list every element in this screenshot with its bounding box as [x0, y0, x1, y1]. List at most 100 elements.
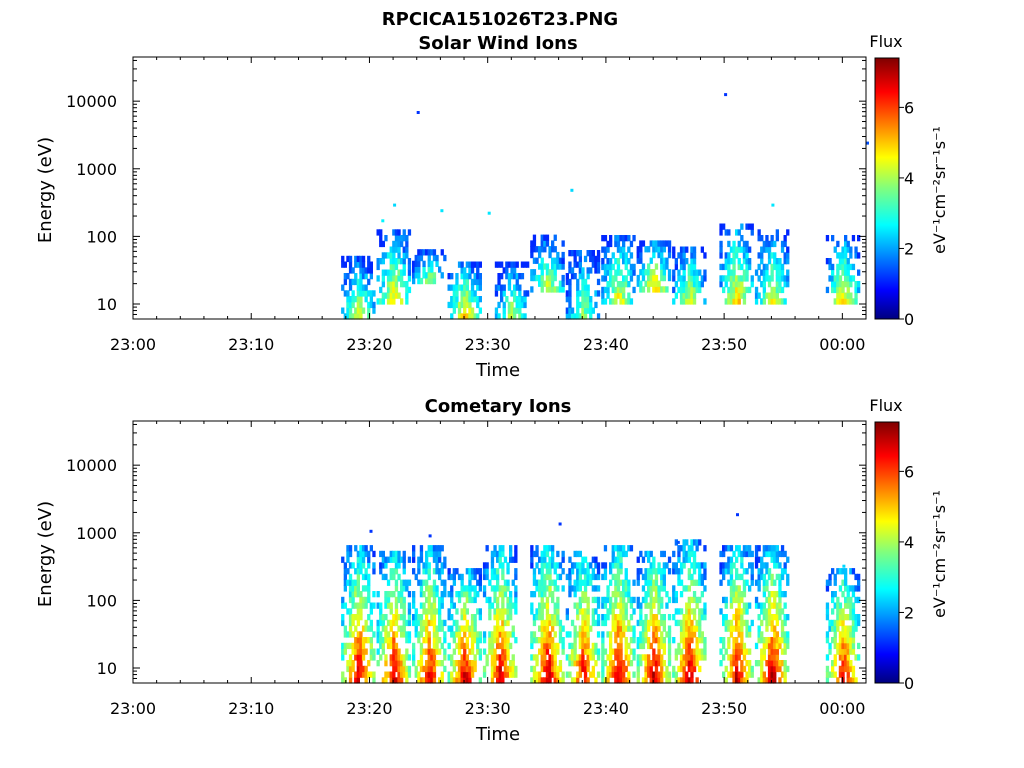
heatmap-cell	[400, 579, 404, 586]
heatmap-cell	[619, 568, 623, 575]
heatmap-cell	[435, 608, 439, 615]
heatmap-cell	[468, 301, 472, 309]
heatmap-cell	[657, 562, 661, 569]
heatmap-cell	[722, 550, 726, 558]
y-tick-label: 100	[86, 591, 117, 610]
heatmap-cell	[695, 648, 699, 655]
heatmap-cell	[397, 591, 401, 598]
heatmap-cell	[506, 596, 510, 604]
heatmap-cell	[748, 258, 752, 265]
heatmap-cell	[754, 545, 759, 552]
heatmap-cell	[432, 254, 437, 262]
heatmap-cell	[603, 660, 608, 667]
heatmap-cell	[586, 602, 590, 609]
heatmap-cell	[460, 573, 464, 581]
heatmap-cell	[679, 591, 684, 598]
heatmap-cell	[394, 258, 399, 265]
heatmap-cell	[649, 614, 653, 621]
heatmap-cell	[570, 677, 575, 684]
heatmap-cell	[473, 654, 477, 661]
heatmap-cell	[526, 290, 530, 297]
heatmap-cell	[463, 608, 467, 615]
heatmap-cell	[687, 573, 691, 581]
heatmap-cell	[833, 619, 837, 627]
heatmap-cell	[690, 539, 694, 546]
heatmap-cell	[750, 573, 754, 581]
heatmap-cell	[482, 562, 487, 569]
heatmap-cell	[698, 286, 702, 294]
heatmap-cell	[568, 290, 572, 297]
heatmap-cell	[372, 307, 376, 314]
heatmap-cell	[632, 631, 636, 638]
heatmap-cell	[473, 585, 477, 592]
heatmap-cell	[687, 677, 691, 684]
heatmap-cell	[601, 665, 605, 673]
heatmap-cell	[851, 614, 856, 621]
heatmap-cell	[520, 301, 525, 309]
heatmap-cell	[624, 298, 628, 305]
heatmap-cell	[667, 274, 672, 282]
heatmap-cell	[553, 660, 557, 667]
heatmap-cell	[530, 246, 534, 253]
heatmap-cell	[654, 677, 659, 684]
heatmap-cell	[493, 660, 497, 667]
heatmap-cell	[417, 637, 421, 644]
heatmap-cell	[540, 642, 544, 650]
heatmap-cell	[432, 654, 437, 661]
heatmap-cell	[773, 631, 777, 638]
colorbar-unit-label: eV⁻¹cm⁻²sr⁻¹s⁻¹	[930, 126, 949, 254]
heatmap-cell	[841, 281, 845, 288]
heatmap-cell	[745, 660, 749, 667]
heatmap-cell	[698, 573, 702, 581]
heatmap-cell	[452, 301, 456, 309]
heatmap-cell	[419, 665, 424, 673]
data-point	[381, 219, 385, 223]
heatmap-cell	[493, 671, 497, 678]
heatmap-cell	[468, 596, 472, 604]
heatmap-cell	[543, 654, 547, 661]
heatmap-cell	[565, 296, 569, 303]
heatmap-cell	[770, 579, 774, 586]
heatmap-cell	[520, 313, 525, 320]
heatmap-cell	[629, 263, 634, 271]
heatmap-cell	[641, 596, 646, 604]
heatmap-cell	[783, 568, 787, 575]
heatmap-cell	[660, 671, 664, 678]
heatmap-cell	[665, 263, 669, 270]
heatmap-cell	[553, 602, 557, 609]
heatmap-cell	[412, 660, 416, 667]
heatmap-cell	[407, 614, 412, 621]
heatmap-cell	[662, 625, 666, 632]
heatmap-cell	[682, 625, 686, 632]
data-point	[724, 93, 728, 97]
heatmap-cell	[422, 648, 426, 655]
heatmap-cell	[361, 562, 366, 569]
heatmap-cell	[354, 545, 358, 552]
heatmap-cell	[695, 619, 699, 627]
heatmap-cell	[622, 292, 626, 299]
heatmap-cell	[501, 642, 505, 650]
heatmap-cell	[750, 550, 754, 558]
heatmap-cell	[412, 277, 416, 285]
heatmap-cell	[735, 246, 739, 253]
heatmap-cell	[488, 596, 492, 604]
heatmap-cell	[369, 654, 373, 661]
heatmap-cell	[351, 278, 355, 286]
heatmap-cell	[654, 286, 659, 293]
heatmap-cell	[553, 677, 557, 684]
heatmap-cell	[538, 602, 542, 609]
heatmap-cell	[849, 665, 853, 673]
heatmap-cell	[660, 240, 664, 247]
heatmap-cell	[511, 556, 515, 563]
heatmap-cell	[624, 654, 628, 661]
heatmap-cell	[386, 591, 391, 598]
heatmap-cell	[773, 252, 777, 259]
heatmap-cell	[652, 596, 656, 604]
heatmap-cell	[682, 252, 686, 259]
heatmap-cell	[490, 665, 495, 673]
heatmap-cell	[346, 290, 350, 297]
heatmap-cell	[750, 229, 754, 236]
heatmap-cell	[578, 625, 582, 632]
heatmap-cell	[556, 585, 560, 592]
heatmap-cell	[432, 671, 437, 678]
